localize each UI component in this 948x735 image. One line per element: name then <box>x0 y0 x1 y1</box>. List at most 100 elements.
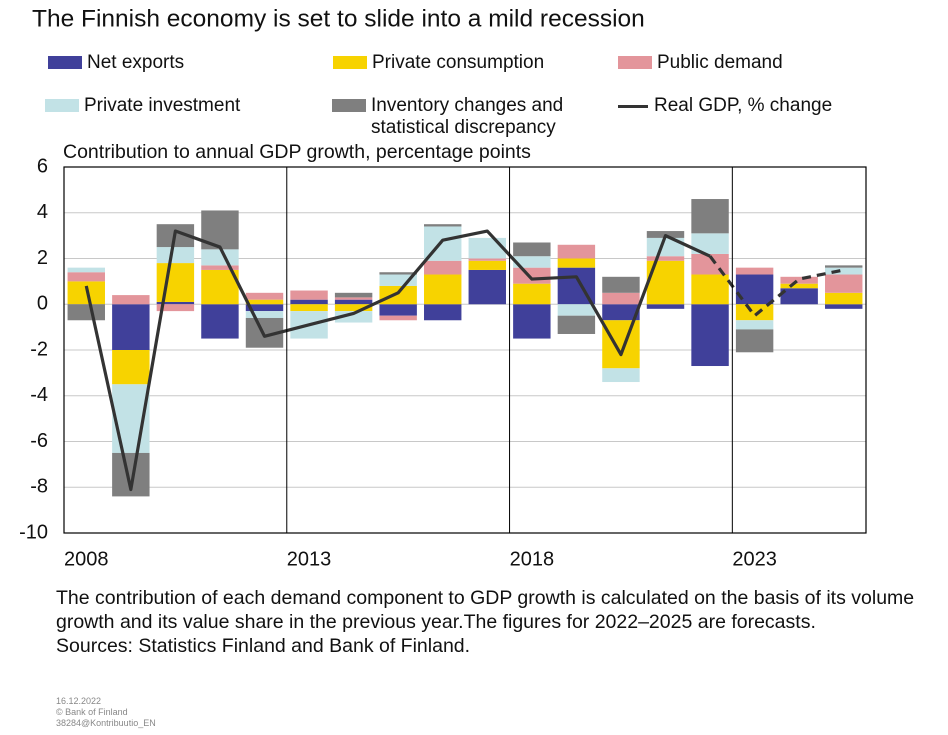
legend-label: Private consumption <box>372 52 545 73</box>
bar-segment <box>513 267 551 284</box>
bar-segment <box>557 315 596 334</box>
bar-segment <box>557 304 596 316</box>
bar-segment <box>379 274 417 286</box>
legend-label: Public demand <box>657 52 783 73</box>
gdp-line <box>84 229 711 492</box>
bar-segment <box>201 269 239 305</box>
bar-segment <box>201 265 239 270</box>
legend-swatch <box>332 99 366 112</box>
bar-segment <box>112 295 150 305</box>
reference: 38284@Kontribuutio_EN <box>56 718 156 728</box>
bar-segment <box>602 304 640 321</box>
bar-segment <box>780 288 818 305</box>
bar-segment <box>468 269 506 305</box>
bar-segment <box>379 315 417 321</box>
bar-segment <box>735 304 774 321</box>
bar-segment <box>334 297 373 300</box>
bar-segment <box>245 292 284 300</box>
bar-segment <box>290 304 328 312</box>
bar-segment <box>112 304 150 350</box>
bar-segment <box>825 292 863 305</box>
legend-item: Private investment <box>45 95 335 117</box>
bar-segment <box>825 267 863 275</box>
y-tick-label: 0 <box>37 293 48 315</box>
bar-segment <box>691 304 729 367</box>
bar-segment <box>334 299 373 305</box>
bar-segment <box>201 304 239 339</box>
bar-segment <box>825 304 863 309</box>
plot-frame <box>63 166 867 534</box>
bar-segment <box>424 274 462 305</box>
bar-segment <box>735 267 774 275</box>
y-tick-label: 2 <box>37 247 48 269</box>
legend-swatch <box>48 56 82 69</box>
x-tick-label: 2018 <box>510 548 555 570</box>
chart-title: The Finnish economy is set to slide into… <box>32 5 645 32</box>
footnote: The contribution of each demand componen… <box>56 586 946 658</box>
bar-segment <box>780 283 818 289</box>
y-tick-label: -8 <box>30 476 48 498</box>
y-tick-label: -10 <box>19 521 48 543</box>
legend-label: Inventory changes and statistical discre… <box>371 95 564 138</box>
legend-item: Real GDP, % change <box>618 95 908 117</box>
legend-swatch <box>618 105 648 108</box>
gdp-line <box>708 255 845 318</box>
bar-segment <box>602 276 640 293</box>
bar-segment <box>646 256 685 261</box>
bar-segment <box>379 304 417 316</box>
source: Sources: Statistics Finland and Bank of … <box>56 635 471 657</box>
bar-segment <box>468 258 506 261</box>
bar-segment <box>424 260 462 275</box>
y-tick-label: -4 <box>30 384 48 406</box>
bar-segment <box>290 290 328 300</box>
bar-segment <box>156 247 195 264</box>
bar-segment <box>468 260 506 270</box>
x-tick-label: 2023 <box>732 548 777 570</box>
y-tick-label: 4 <box>37 201 48 223</box>
legend-item: Private consumption <box>333 52 623 74</box>
bar-segment <box>67 272 105 282</box>
bar-segment <box>201 249 239 266</box>
copyright: © Bank of Finland <box>56 707 128 717</box>
bar-segment <box>290 299 328 305</box>
bar-segment <box>691 274 729 305</box>
y-tick-label: -2 <box>30 338 48 360</box>
bar-segment <box>602 368 640 383</box>
bar-segment <box>513 304 551 339</box>
bar-segment <box>67 304 105 321</box>
bar-segment <box>735 320 774 330</box>
bar-segment <box>112 350 150 385</box>
bar-segment <box>334 304 373 312</box>
bar-segment <box>379 272 417 275</box>
bar-segment <box>735 329 774 353</box>
bar-segment <box>245 299 284 305</box>
legend-swatch <box>618 56 652 69</box>
bar-segment <box>334 292 373 298</box>
legend-item: Inventory changes and statistical discre… <box>332 95 582 139</box>
bar-segment <box>156 263 195 302</box>
x-tick-label: 2008 <box>64 548 109 570</box>
bar-segment <box>602 320 640 369</box>
date: 16.12.2022 <box>56 696 102 706</box>
bar-segment <box>468 237 506 259</box>
legend-swatch <box>333 56 367 69</box>
y-tick-label: -6 <box>30 430 48 452</box>
bar-segment <box>513 242 551 257</box>
bar-segment <box>691 199 729 234</box>
chart-subtitle: Contribution to annual GDP growth, perce… <box>63 141 531 163</box>
bar-segment <box>245 311 284 318</box>
bar-segment <box>557 244 596 259</box>
legend-swatch <box>45 99 79 112</box>
legend-item: Net exports <box>48 52 338 74</box>
bar-segment <box>602 292 640 305</box>
note: The contribution of each demand componen… <box>56 587 915 633</box>
legend-item: Public demand <box>618 52 908 74</box>
bar-segment <box>67 267 105 273</box>
bar-segment <box>156 301 195 305</box>
y-tick-label: 6 <box>37 155 48 177</box>
bar-segment <box>245 304 284 312</box>
legend-label: Net exports <box>87 52 185 73</box>
bar-segment <box>691 233 729 254</box>
